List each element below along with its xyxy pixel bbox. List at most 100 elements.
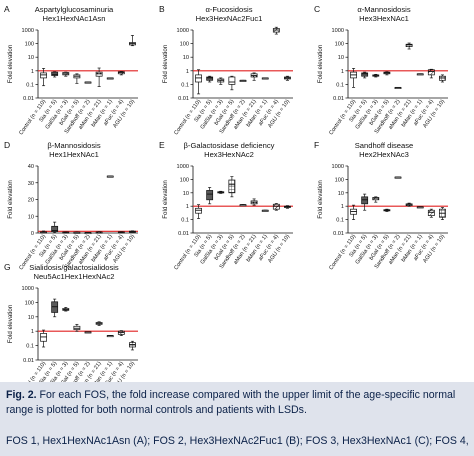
panel-letter: D [4, 140, 10, 150]
box-iqr [405, 43, 413, 47]
box-1 [40, 230, 47, 234]
y-tick-label: 0.01 [333, 96, 344, 102]
box-1 [40, 329, 47, 348]
box-5 [84, 232, 92, 235]
box-8 [117, 71, 125, 76]
box-2 [361, 193, 369, 211]
y-tick-label: 1 [31, 329, 34, 335]
box-iqr [51, 225, 59, 233]
y-axis-label: Fold elevation [7, 44, 14, 83]
box-3 [217, 190, 225, 194]
y-tick-label: 10 [28, 315, 34, 321]
box-2 [51, 221, 59, 233]
box-4 [73, 73, 81, 84]
y-tick-label: 1 [31, 69, 34, 75]
panel-title-line: Hex3HexNAc2Fuc1 [196, 14, 263, 23]
y-tick-label: 100 [335, 42, 344, 48]
panel-letter: C [314, 4, 320, 14]
box-iqr [427, 209, 435, 216]
y-tick-label: 0.1 [336, 218, 344, 224]
y-tick-label: 0.01 [333, 231, 344, 237]
y-tick-label: 0.1 [181, 218, 189, 224]
box-9 [129, 340, 136, 351]
y-tick-label: 1 [341, 69, 344, 75]
y-tick-label: 1 [186, 204, 189, 210]
panel-letter: E [159, 140, 165, 150]
box-iqr [361, 72, 369, 77]
panel-title-line: β-Mannosidosis [47, 141, 101, 150]
y-axis-label: Fold elevation [7, 180, 14, 219]
y-tick-label: 1 [341, 204, 344, 210]
y-axis-label: Fold elevation [317, 44, 324, 83]
y-tick-label: 1000 [22, 286, 34, 292]
panel-letter: B [159, 4, 165, 14]
panel-title-line: Sandhoff disease [355, 141, 414, 150]
y-tick-label: 10 [28, 55, 34, 61]
panel-title-line: α-Fucosidosis [205, 5, 252, 14]
box-iqr [40, 72, 47, 79]
y-tick-label: 100 [335, 177, 344, 183]
box-iqr [361, 196, 369, 205]
box-9 [439, 207, 446, 220]
box-8 [427, 208, 435, 218]
box-6 [95, 67, 103, 87]
y-tick-label: 0.1 [26, 82, 34, 88]
caption-label: Fig. 2. [6, 389, 37, 401]
box-3 [62, 231, 70, 234]
y-tick-label: 10 [28, 214, 34, 220]
box-6 [250, 72, 258, 81]
y-axis-label: Fold elevation [162, 44, 169, 83]
y-tick-label: 1000 [332, 28, 344, 34]
panel-letter: G [4, 262, 11, 272]
box-6 [95, 321, 103, 326]
box-1 [195, 204, 202, 219]
box-6 [405, 202, 413, 207]
box-9 [129, 230, 136, 233]
box-8 [427, 68, 435, 79]
box-4 [228, 176, 236, 198]
y-axis-label: Fold elevation [317, 180, 324, 219]
box-3 [62, 307, 70, 312]
y-tick-label: 30 [28, 181, 34, 187]
box-iqr [195, 207, 202, 214]
box-7 [261, 209, 269, 212]
y-tick-label: 1 [186, 69, 189, 75]
panel-title-line: Neu5Ac1Hex1HexNAc2 [33, 272, 114, 281]
panel-letter: A [4, 4, 10, 14]
box-iqr [228, 179, 236, 194]
box-3 [372, 73, 380, 78]
box-7 [106, 335, 114, 338]
box-iqr [206, 190, 214, 201]
y-axis-label: Fold elevation [7, 304, 14, 343]
panel-title-line: Hex3HexNAc2 [204, 150, 254, 159]
panel-title-line: Aspartylglucosaminuria [35, 5, 114, 14]
box-iqr [195, 74, 202, 83]
y-tick-label: 100 [180, 42, 189, 48]
box-9 [129, 35, 136, 47]
y-tick-label: 100 [180, 177, 189, 183]
box-7 [416, 206, 424, 209]
box-3 [372, 196, 380, 203]
y-tick-label: 1000 [22, 28, 34, 34]
box-4 [73, 231, 81, 234]
panel-title-line: Hex2HexNAc3 [359, 150, 409, 159]
box-iqr [427, 69, 435, 76]
y-tick-label: 10 [183, 191, 189, 197]
box-8 [272, 203, 280, 211]
y-axis-label: Fold elevation [162, 180, 169, 219]
caption-panel-key: FOS 1, Hex1HexNAc1Asn (A); FOS 2, Hex3He… [6, 435, 468, 447]
box-6 [95, 231, 103, 234]
box-iqr [51, 71, 59, 76]
panel-title-line: Hex1HexNAc1 [49, 150, 99, 159]
box-7 [416, 73, 424, 76]
box-iqr [372, 197, 380, 201]
box-5 [394, 86, 402, 89]
box-4 [383, 71, 391, 76]
box-4 [383, 208, 391, 212]
